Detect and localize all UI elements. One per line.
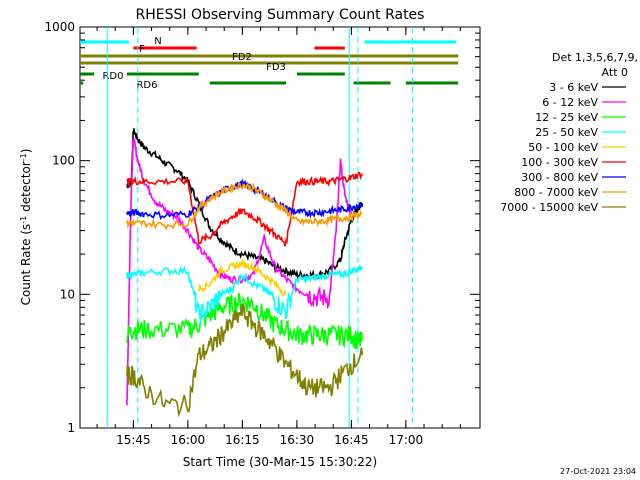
axes-frame (79, 26, 481, 429)
legend-label: 7000 - 15000 keV (500, 201, 598, 214)
x-axis-label: Start Time (30-Mar-15 15:30:22) (183, 455, 377, 469)
legend-label: 12 - 25 keV (535, 111, 598, 124)
y-axis-label-main: Count Rate (s (19, 224, 33, 306)
x-tick-label: 16:00 (171, 433, 206, 447)
legend-label: 300 - 800 keV (521, 171, 598, 184)
series-line-25-50-kev (126, 265, 364, 325)
footer-timestamp: 27-Oct-2021 23:04 (560, 467, 636, 476)
series-line-12-25-kev (126, 292, 364, 350)
x-tick-label: 15:45 (116, 433, 151, 447)
legend-label: 25 - 50 keV (535, 126, 598, 139)
legend-label: 50 - 100 keV (528, 141, 598, 154)
legend-label: 3 - 6 keV (549, 81, 598, 94)
instrument-flags: NF FD2 FD3 RD0 RD6 (80, 36, 459, 91)
plot-area: 15:45 16:00 16:15 16:30 16:45 17:00 1 10 100 1000 (44, 20, 481, 447)
series-line-3-6-kev (126, 128, 364, 281)
flag-label-fd3: FD3 (266, 62, 286, 73)
y-tick-label: 100 (52, 154, 75, 168)
series-line-800-7000-kev (126, 182, 363, 231)
legend-header-2: Att 0 (602, 66, 628, 79)
flag-label-rd6: RD6 (136, 80, 157, 91)
y-axis-label-sup2: -1 (19, 153, 28, 161)
x-tick-label: 16:30 (280, 433, 315, 447)
legend-label: 6 - 12 keV (542, 96, 598, 109)
y-axis-label: Count Rate (s-1 detector-1) (19, 149, 34, 306)
x-tick-label: 16:45 (334, 433, 369, 447)
y-tick-label: 1 (67, 421, 75, 435)
series-line-300-800-kev (126, 177, 364, 220)
series-line-7000-15000-kev (126, 303, 364, 418)
y-tick-label: 10 (60, 287, 75, 301)
flag-label-n: N (154, 36, 161, 47)
y-axis-label-mid: detector (19, 161, 33, 216)
legend-label: 100 - 300 keV (521, 156, 598, 169)
series-line-6-12-kev (126, 138, 353, 406)
flag-label-rd0: RD0 (102, 71, 123, 82)
y-tick-label: 1000 (44, 20, 75, 34)
series-lines (126, 128, 364, 418)
flag-label-f: F (139, 44, 145, 55)
flag-label-fd2: FD2 (232, 52, 252, 63)
legend-header-1: Det 1,3,5,6,7,9, (552, 51, 638, 64)
series-line-50-100-kev (198, 258, 287, 297)
legend: Det 1,3,5,6,7,9, Att 0 3 - 6 keV 6 - 12 k… (500, 51, 638, 214)
legend-label: 800 - 7000 keV (514, 186, 598, 199)
y-axis-label-sup1: -1 (19, 216, 28, 224)
series-line-100-300-kev (126, 171, 364, 247)
chart-title: RHESSI Observing Summary Count Rates (136, 7, 425, 23)
y-axis-label-end: ) (19, 149, 33, 154)
x-tick-label: 16:15 (225, 433, 260, 447)
x-tick-label: 17:00 (389, 433, 424, 447)
